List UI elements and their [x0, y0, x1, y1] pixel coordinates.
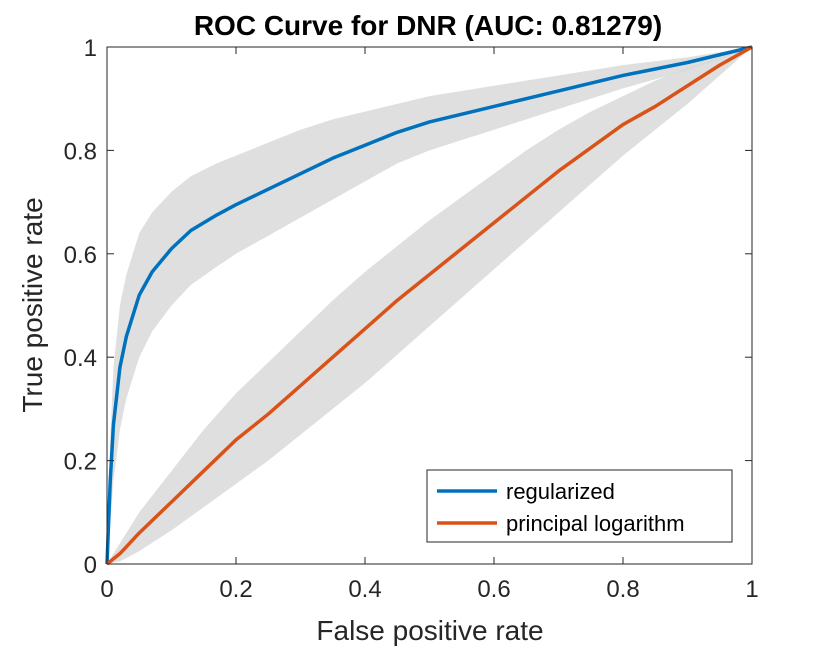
y-tick-label: 0.8 — [64, 138, 97, 165]
x-tick-label: 0 — [100, 576, 113, 603]
legend-label-principal-logarithm: principal logarithm — [506, 511, 685, 536]
x-tick-label: 0.4 — [348, 576, 381, 603]
x-tick-label: 1 — [745, 576, 758, 603]
y-tick-label: 0.2 — [64, 449, 97, 476]
y-tick-label: 1 — [84, 35, 97, 62]
plot-area — [105, 45, 753, 566]
confidence-band-regularized — [107, 47, 752, 564]
chart-title: ROC Curve for DNR (AUC: 0.81279) — [194, 10, 662, 41]
x-tick-label: 0.8 — [606, 576, 639, 603]
x-tick-label: 0.6 — [477, 576, 510, 603]
x-axis-label: False positive rate — [316, 615, 543, 646]
series-line-regularized — [105, 45, 753, 565]
x-tick-label: 0.2 — [219, 576, 252, 603]
y-tick-label: 0 — [84, 552, 97, 579]
axes-box — [106, 46, 753, 565]
axis-ticks: 0 0.2 0.4 0.6 0.8 1 0 0.2 0.4 0.6 0.8 1 — [64, 35, 759, 603]
legend-box — [426, 469, 733, 543]
y-tick-label: 0.6 — [64, 242, 97, 269]
y-axis-label: True positive rate — [17, 197, 48, 412]
y-tick-label: 0.4 — [64, 345, 97, 372]
legend: regularized principal logarithm — [426, 469, 733, 543]
series-line-principal-logarithm — [105, 45, 753, 566]
legend-label-regularized: regularized — [506, 479, 615, 504]
confidence-band-principal-logarithm — [107, 47, 752, 564]
